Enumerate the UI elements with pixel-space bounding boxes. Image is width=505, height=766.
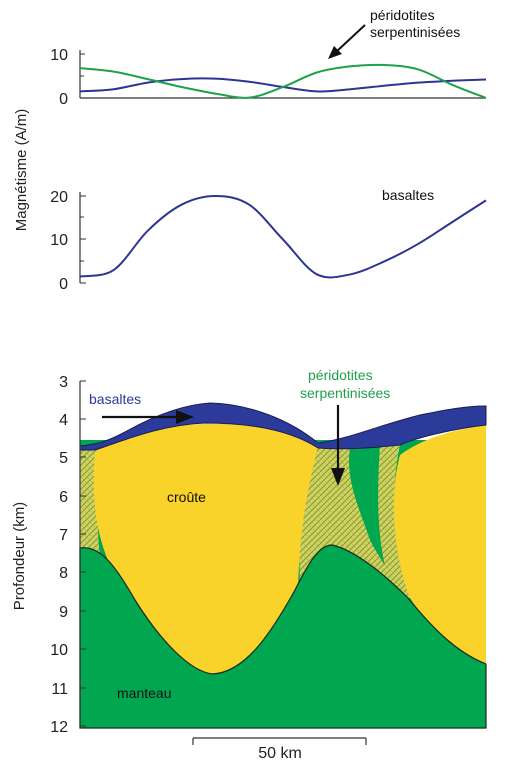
- magnetism-panel-2: 20 10 0 basaltes: [50, 187, 487, 293]
- panel2-tick-0: 0: [59, 276, 68, 293]
- panel1-series-basalt: [79, 77, 487, 93]
- depth-tick-9: 9: [59, 604, 68, 621]
- peridotite-arrow: [331, 405, 345, 486]
- serpentinite-zone-middle: [298, 445, 408, 598]
- depth-tick-6: 6: [59, 489, 68, 506]
- scale-bar-label: 50 km: [258, 745, 302, 762]
- cross-section: 3 4 5 6 7 8 9 10 11 12 Profondeur (km) b…: [11, 367, 487, 736]
- magnetism-panel-1: 10 0 péridotites serpentinisées: [50, 7, 487, 108]
- panel1-series-peridotite: [79, 63, 487, 99]
- panel1-tick-0: 0: [59, 91, 68, 108]
- label-peridotites: péridotites: [308, 367, 373, 383]
- depth-tick-4: 4: [59, 412, 68, 429]
- panel2-series-basalt: [79, 194, 487, 279]
- depth-axis-label: Profondeur (km): [11, 502, 28, 610]
- label-croute: croûte: [167, 489, 206, 505]
- depth-tick-11: 11: [51, 681, 68, 698]
- magnetism-axis-label: Magnétisme (A/m): [13, 109, 30, 232]
- depth-tick-12: 12: [50, 719, 68, 736]
- depth-tick-7: 7: [59, 527, 68, 544]
- depth-tick-3: 3: [59, 374, 68, 391]
- depth-ticks: [80, 380, 86, 727]
- panel2-annotation: basaltes: [382, 187, 434, 203]
- depth-tick-8: 8: [59, 565, 68, 582]
- label-serpentinisees: serpentinisées: [300, 385, 390, 401]
- crust-block-right: [393, 425, 486, 664]
- label-basaltes: basaltes: [89, 391, 141, 407]
- serpentinite-zone-right: [378, 445, 410, 598]
- scale-bar: 50 km: [192, 737, 367, 762]
- label-manteau: manteau: [117, 685, 171, 701]
- mantle-outline: [79, 544, 487, 729]
- panel1-annotation-line1: péridotites: [370, 7, 435, 23]
- panel2-tick-20: 20: [50, 189, 68, 206]
- crust-block-left: [93, 423, 318, 674]
- depth-tick-5: 5: [59, 450, 68, 467]
- panel1-arrow: [328, 24, 366, 59]
- basalt-arrow: [102, 410, 194, 424]
- panel1-annotation-line2: serpentinisées: [370, 24, 460, 40]
- panel1-tick-10: 10: [50, 47, 68, 64]
- depth-tick-10: 10: [50, 642, 68, 659]
- panel2-tick-10: 10: [50, 232, 68, 249]
